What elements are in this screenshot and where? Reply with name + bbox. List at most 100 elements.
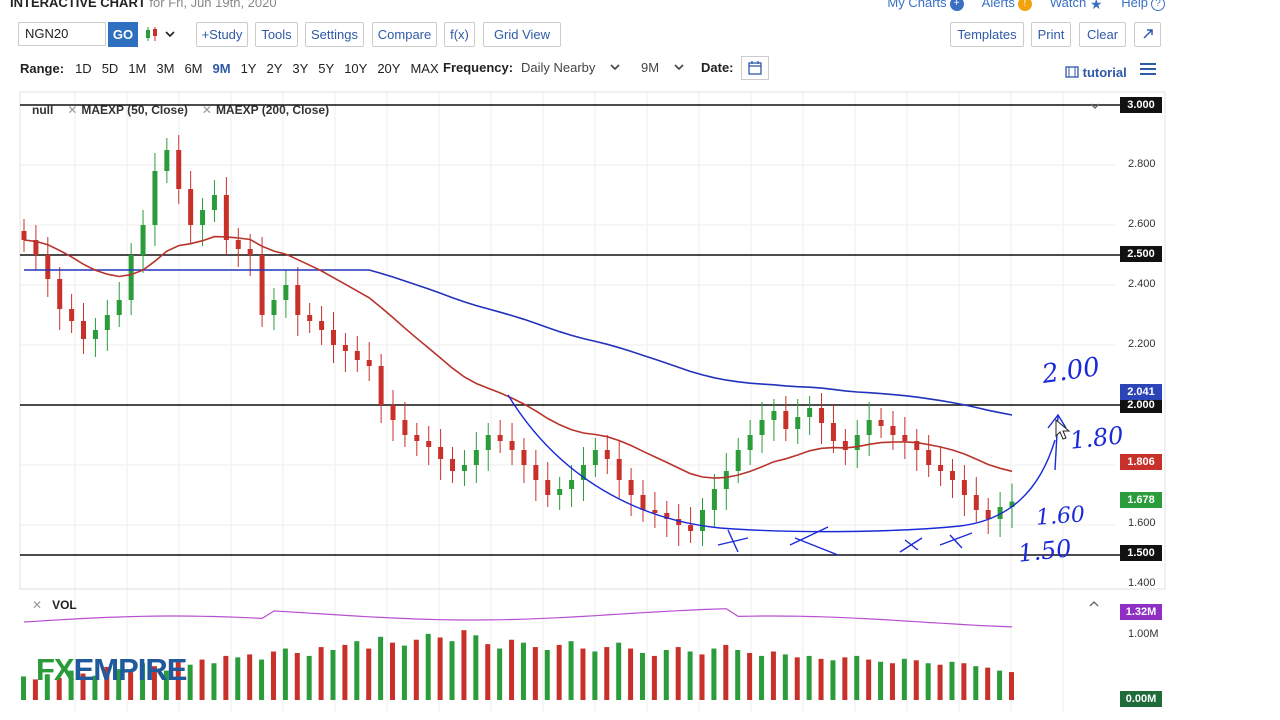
- volume-bar: [223, 655, 229, 700]
- volume-bar: [282, 648, 288, 700]
- alerts-link[interactable]: Alerts!: [982, 0, 1032, 11]
- tutorial-link[interactable]: tutorial: [1065, 65, 1127, 80]
- candle: [164, 150, 170, 171]
- legend-item-maexp-200[interactable]: ✕ MAEXP (200, Close): [201, 103, 330, 117]
- annotation-1-50: 1.50: [1016, 534, 1073, 568]
- volume-bar: [330, 650, 336, 700]
- range-max[interactable]: MAX: [410, 60, 439, 76]
- range-1y[interactable]: 1Y: [240, 60, 257, 76]
- period-select[interactable]: 9M: [641, 60, 685, 75]
- volume-bar: [270, 651, 276, 700]
- volume-bar: [532, 647, 538, 700]
- volume-bar: [889, 663, 895, 700]
- tools-button[interactable]: Tools: [255, 22, 298, 47]
- candle: [45, 255, 51, 279]
- collapse-volume-icon[interactable]: [1089, 599, 1099, 611]
- candles: [21, 135, 1015, 546]
- candle: [176, 150, 182, 189]
- range-5y[interactable]: 5Y: [318, 60, 335, 76]
- cup-curve: [507, 394, 1056, 533]
- candle: [200, 210, 206, 225]
- legend-item-null: null: [32, 103, 54, 117]
- star-icon: ★: [1089, 0, 1104, 11]
- candle: [747, 435, 753, 450]
- go-button[interactable]: GO: [108, 22, 138, 47]
- symbol-input[interactable]: NGN20: [18, 22, 106, 46]
- volume-bar: [140, 663, 146, 700]
- grid-view-button[interactable]: Grid View: [483, 22, 561, 47]
- volume-bar: [592, 651, 598, 700]
- range-6m[interactable]: 6M: [184, 60, 203, 76]
- candle: [533, 465, 539, 480]
- volume-bar: [830, 660, 836, 700]
- range-5d[interactable]: 5D: [101, 60, 119, 76]
- volume-bar: [759, 655, 765, 700]
- expand-button[interactable]: [1134, 22, 1161, 47]
- close-icon[interactable]: ✕: [201, 103, 212, 117]
- volume-bar: [92, 675, 98, 700]
- date-picker-button[interactable]: [741, 56, 769, 80]
- volume-bar: [687, 651, 693, 700]
- range-1m[interactable]: 1M: [128, 60, 147, 76]
- candle: [21, 231, 27, 240]
- volume-bar: [44, 674, 50, 700]
- candle: [259, 255, 265, 315]
- candle: [1009, 501, 1015, 507]
- legend-item-maexp-50[interactable]: ✕ MAEXP (50, Close): [67, 103, 188, 117]
- candle: [330, 330, 336, 345]
- maexp-50-line: [23, 235, 1013, 479]
- range-2y[interactable]: 2Y: [266, 60, 283, 76]
- settings-button[interactable]: Settings: [305, 22, 364, 47]
- candle: [628, 480, 634, 495]
- candle: [592, 450, 598, 465]
- function-button[interactable]: f(x): [444, 22, 475, 47]
- candle: [104, 315, 110, 330]
- help-link[interactable]: Help?: [1121, 0, 1165, 11]
- range-10y[interactable]: 10Y: [344, 60, 368, 76]
- chart-type-dropdown[interactable]: [144, 24, 178, 44]
- print-button[interactable]: Print: [1031, 22, 1071, 47]
- templates-button[interactable]: Templates: [950, 22, 1024, 47]
- candle: [140, 225, 146, 255]
- cross-mark: [899, 537, 923, 553]
- range-3m[interactable]: 3M: [156, 60, 175, 76]
- menu-button[interactable]: [1140, 63, 1156, 77]
- candle: [688, 525, 694, 531]
- range-20y[interactable]: 20Y: [377, 60, 401, 76]
- volume-bar: [378, 636, 384, 700]
- candle: [509, 441, 515, 450]
- candle: [390, 405, 396, 420]
- candle: [961, 480, 967, 495]
- date-label: Date:: [701, 60, 734, 75]
- collapse-chart-icon[interactable]: [1090, 101, 1100, 113]
- range-9m[interactable]: 9M: [212, 60, 231, 76]
- close-icon[interactable]: ✕: [32, 598, 43, 612]
- compare-button[interactable]: Compare: [372, 22, 437, 47]
- clear-button[interactable]: Clear: [1079, 22, 1126, 47]
- volume-bar: [80, 673, 86, 700]
- candle: [128, 255, 134, 300]
- candle: [973, 495, 979, 510]
- frequency-label: Frequency:: [443, 60, 514, 75]
- candle: [461, 465, 467, 471]
- mouse-cursor-icon: [1055, 418, 1071, 440]
- study-button[interactable]: +Study: [196, 22, 248, 47]
- watch-link[interactable]: Watch ★: [1050, 0, 1104, 11]
- range-3y[interactable]: 3Y: [292, 60, 309, 76]
- candle: [854, 435, 860, 450]
- frequency-select[interactable]: Daily Nearby: [521, 60, 621, 75]
- candle: [450, 459, 456, 471]
- volume-bar: [937, 664, 943, 700]
- volume-tag-zero: 0.00M: [1120, 691, 1162, 707]
- header-links: My Charts + Alerts! Watch ★ Help?: [887, 0, 1165, 11]
- maexp-200-line: [24, 269, 1013, 416]
- close-icon[interactable]: ✕: [67, 103, 78, 117]
- my-charts-link[interactable]: My Charts +: [887, 0, 964, 11]
- page-title: INTERACTIVE CHART for Fri, Jun 19th, 202…: [10, 0, 277, 10]
- candle: [497, 435, 503, 441]
- candle: [116, 300, 122, 315]
- candle: [985, 510, 991, 519]
- candle: [57, 279, 63, 309]
- range-1d[interactable]: 1D: [75, 60, 92, 76]
